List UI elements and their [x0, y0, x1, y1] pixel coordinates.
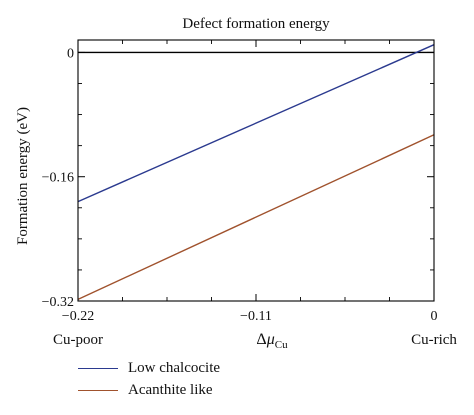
x-axis-label: ΔμCu: [256, 331, 288, 351]
legend-swatch-low-chalcocite: [78, 367, 118, 369]
x-end-label-left: Cu-poor: [53, 332, 103, 348]
x-axis-label-symbol: μ: [266, 331, 275, 348]
x-end-label-right: Cu-rich: [411, 332, 457, 348]
legend: Low chalcocite Acanthite like: [78, 357, 220, 401]
legend-swatch-acanthite-like: [78, 389, 118, 391]
x-axis-label-prefix: Δ: [256, 331, 266, 348]
plot-frame: [77, 39, 435, 302]
x-tick-label: 0: [431, 309, 438, 324]
x-tick-label: −0.22: [62, 309, 94, 324]
legend-item-acanthite-like: Acanthite like: [78, 379, 220, 401]
series-line-1: [77, 134, 435, 301]
chart-title: Defect formation energy: [182, 16, 330, 32]
legend-item-low-chalcocite: Low chalcocite: [78, 357, 220, 379]
y-axis-label: Formation energy (eV): [15, 107, 31, 245]
x-axis-label-subscript: Cu: [275, 339, 288, 351]
legend-label-acanthite-like: Acanthite like: [128, 381, 213, 398]
legend-label-low-chalcocite: Low chalcocite: [128, 359, 221, 376]
y-tick-label: −0.16: [42, 171, 74, 186]
y-tick-label: 0: [67, 46, 74, 61]
series-line-0: [77, 44, 435, 203]
x-tick-label: −0.11: [240, 309, 272, 324]
y-tick-label: −0.32: [42, 295, 74, 310]
plot-area: −0.22 −0.11 0 0 −0.16 −0.32: [42, 39, 438, 324]
